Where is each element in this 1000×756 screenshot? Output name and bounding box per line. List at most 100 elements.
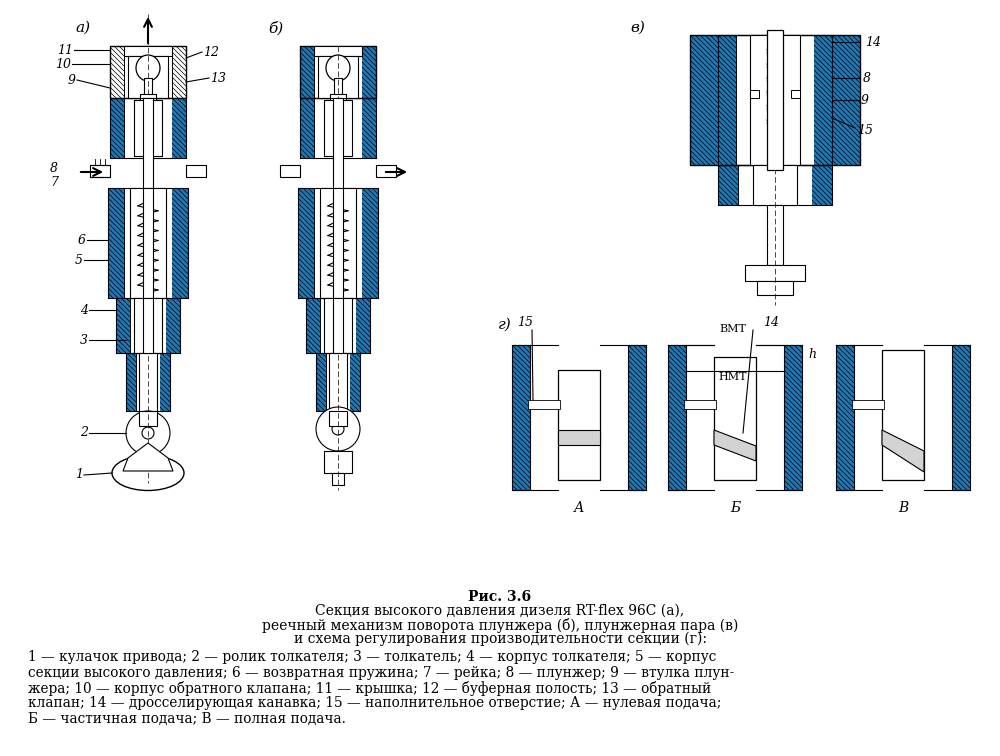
Bar [362,98,376,158]
Bar [124,46,172,56]
Bar [362,46,376,98]
Bar [324,451,329,473]
Bar [166,298,180,353]
Bar [157,100,162,156]
Bar [347,100,352,156]
Text: Секция высокого давления дизеля RT-flex 96C (а),: Секция высокого давления дизеля RT-flex … [315,604,685,618]
Bar [143,188,153,298]
Text: 7: 7 [50,176,58,190]
Bar [333,298,343,353]
Bar [134,298,139,353]
Bar [347,451,352,473]
Bar [330,94,346,102]
Bar [791,35,800,165]
Circle shape [142,427,154,439]
Bar [750,35,759,165]
Text: В: В [898,501,908,515]
Bar [350,188,356,298]
Text: 1: 1 [75,469,83,482]
Polygon shape [714,430,756,461]
Bar [882,350,924,480]
Text: 15: 15 [857,123,873,137]
Bar [128,56,168,98]
Bar [757,281,793,295]
Bar [952,345,970,490]
Bar [298,188,378,298]
Text: Рис. 3.6: Рис. 3.6 [468,590,532,604]
Bar [836,345,854,490]
Bar [300,46,376,98]
Bar [718,165,738,205]
Bar [280,165,285,177]
Bar [172,188,188,298]
Bar [126,353,170,411]
Bar [684,400,716,409]
Text: 12: 12 [203,45,219,58]
Text: 3: 3 [80,333,88,346]
Bar [753,165,797,205]
Text: жера; 10 — корпус обратного клапана; 11 — крышка; 12 — буферная полость; 13 — об: жера; 10 — корпус обратного клапана; 11 … [28,681,711,696]
Bar [157,298,162,353]
Bar [750,35,759,165]
Bar [90,165,110,177]
Bar [108,188,188,298]
Bar [745,265,755,281]
Text: в): в) [630,21,645,35]
Text: 9: 9 [68,73,76,86]
Ellipse shape [136,55,160,81]
Bar [157,100,162,156]
Bar [166,298,180,353]
Bar [832,35,860,165]
Bar [130,188,166,298]
Bar [836,345,854,490]
Bar [314,46,362,56]
Bar [347,298,352,353]
Bar [108,188,124,298]
Bar [324,298,352,353]
Bar [160,353,170,411]
Bar [668,345,686,490]
Bar [333,98,343,188]
Bar [836,345,854,490]
Bar [718,35,736,165]
Bar [130,188,136,298]
Bar [767,30,783,170]
Text: Б: Б [730,501,740,515]
Bar [512,345,530,490]
Text: и схема регулирования производительности секции (г):: и схема регулирования производительности… [294,632,706,646]
Bar [784,345,802,490]
Bar [350,353,360,411]
Bar [750,90,759,98]
Bar [320,188,326,298]
Bar [316,353,326,411]
Bar [160,353,170,411]
Bar [690,35,718,165]
Bar [306,298,320,353]
Bar [134,100,139,156]
Bar [300,98,314,158]
Text: А: А [574,501,584,515]
Bar [376,165,396,177]
Bar [300,46,314,98]
Circle shape [316,407,360,451]
Bar [330,94,334,102]
Text: 10: 10 [55,57,71,70]
Bar [745,265,755,281]
Bar [139,411,157,426]
Bar [350,353,360,411]
Bar [558,370,600,480]
Text: 15: 15 [517,317,533,330]
Bar [324,100,352,156]
Bar [110,98,124,158]
Bar [790,165,797,205]
Bar [350,188,356,298]
Bar [324,298,329,353]
Bar [512,345,530,490]
Bar [139,353,157,411]
Bar [143,298,153,353]
Bar [812,165,832,205]
Bar [116,298,180,353]
Bar [144,78,152,96]
Bar [718,165,738,205]
Bar [134,298,139,353]
